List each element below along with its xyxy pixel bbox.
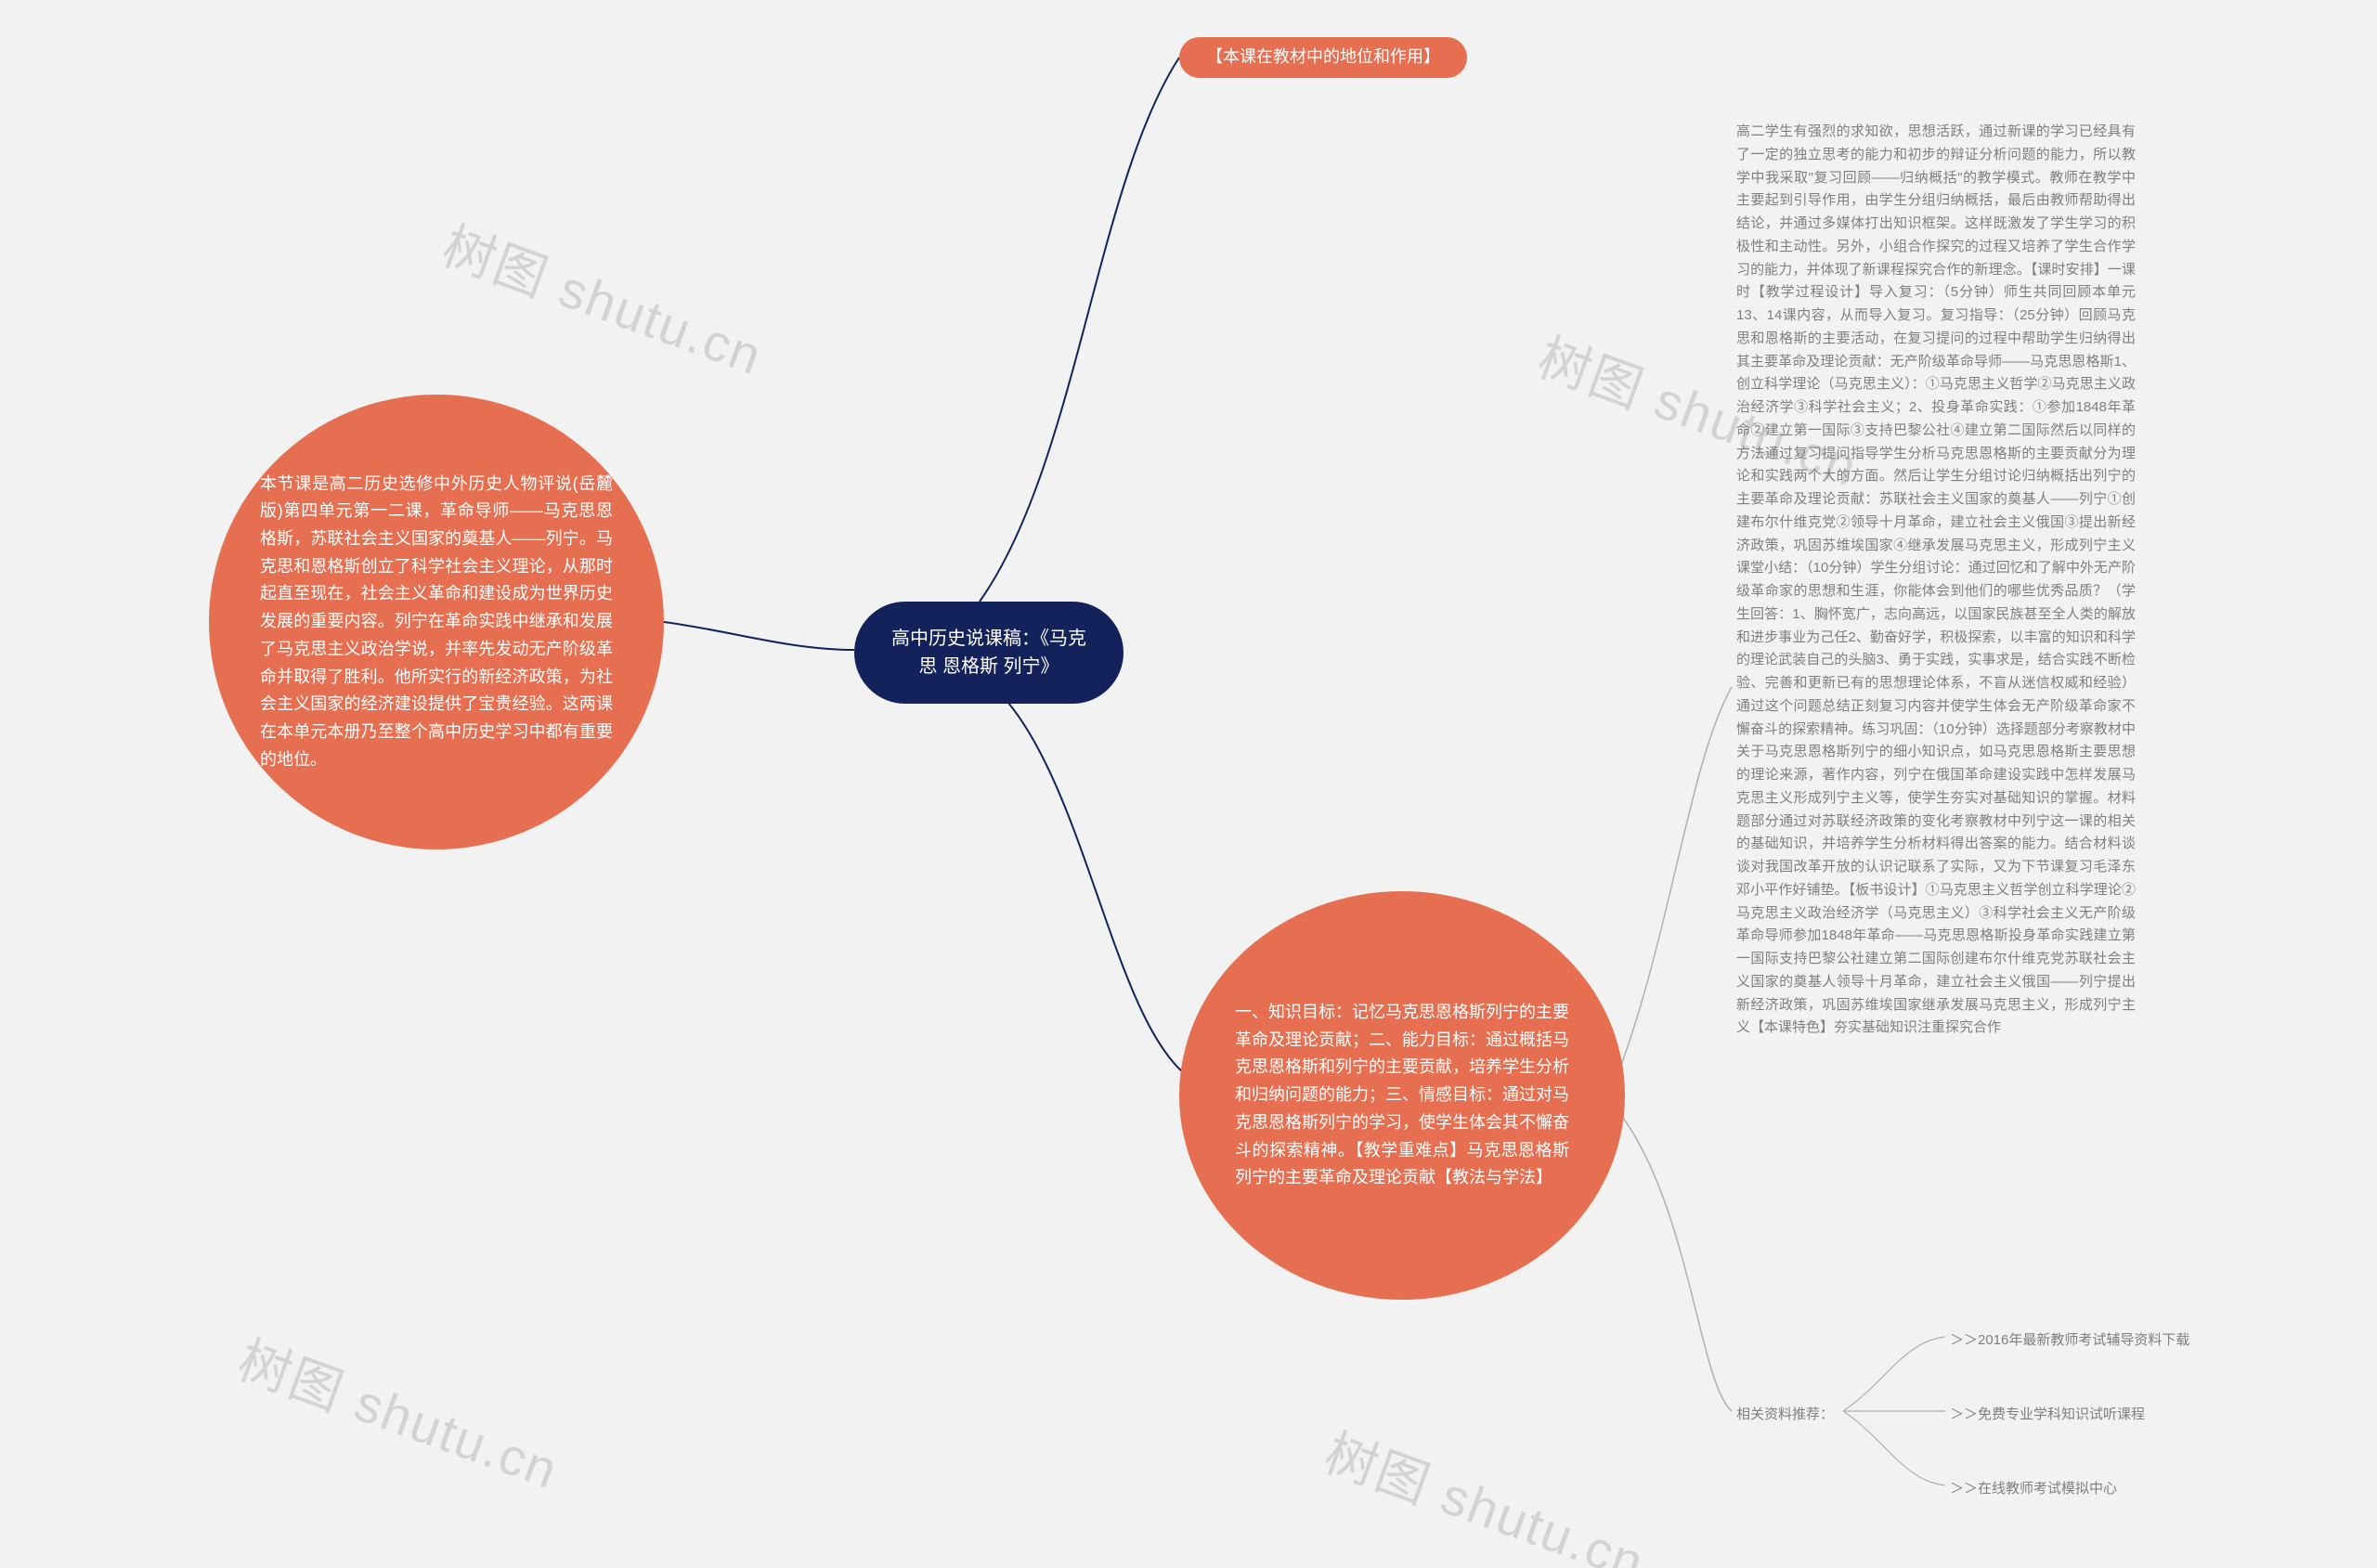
detailed-notes-block: 高二学生有强烈的求知欲，思想活跃，通过新课的学习已经具有了一定的独立思考的能力和… [1736,121,2136,1253]
right-objectives-text: 一、知识目标：记忆马克思恩格斯列宁的主要革命及理论贡献；二、能力目标：通过概括马… [1235,999,1569,1192]
related-resources-label: 相关资料推荐： [1736,1404,1834,1423]
left-summary-text: 本节课是高二历史选修中外历史人物评说(岳麓版)第四单元第一二课，革命导师——马克… [260,471,613,774]
topic-pill-position[interactable]: 【本课在教材中的地位和作用】 [1179,37,1467,78]
related-link-0[interactable]: ＞＞2016年最新教师考试辅导资料下载 [1950,1329,2189,1349]
related-link-1[interactable]: ＞＞免费专业学科知识试听课程 [1950,1404,2145,1423]
right-objectives-bubble[interactable]: 一、知识目标：记忆马克思恩格斯列宁的主要革命及理论贡献；二、能力目标：通过概括马… [1179,891,1625,1300]
center-node-label: 高中历史说课稿：《马克思 恩格斯 列宁》 [891,625,1086,680]
watermark: 树图 shutu.cn [434,205,774,391]
topic-pill-label: 【本课在教材中的地位和作用】 [1206,45,1440,71]
related-link-2[interactable]: ＞＞在线教师考试模拟中心 [1950,1478,2117,1497]
center-node[interactable]: 高中历史说课稿：《马克思 恩格斯 列宁》 [854,602,1124,704]
mindmap-canvas: 树图 shutu.cn树图 shutu.cn树图 shutu.cn树图 shut… [0,0,2377,1568]
watermark: 树图 shutu.cn [1316,1412,1656,1568]
left-summary-bubble[interactable]: 本节课是高二历史选修中外历史人物评说(岳麓版)第四单元第一二课，革命导师——马克… [209,395,664,849]
watermark: 树图 shutu.cn [229,1319,570,1505]
